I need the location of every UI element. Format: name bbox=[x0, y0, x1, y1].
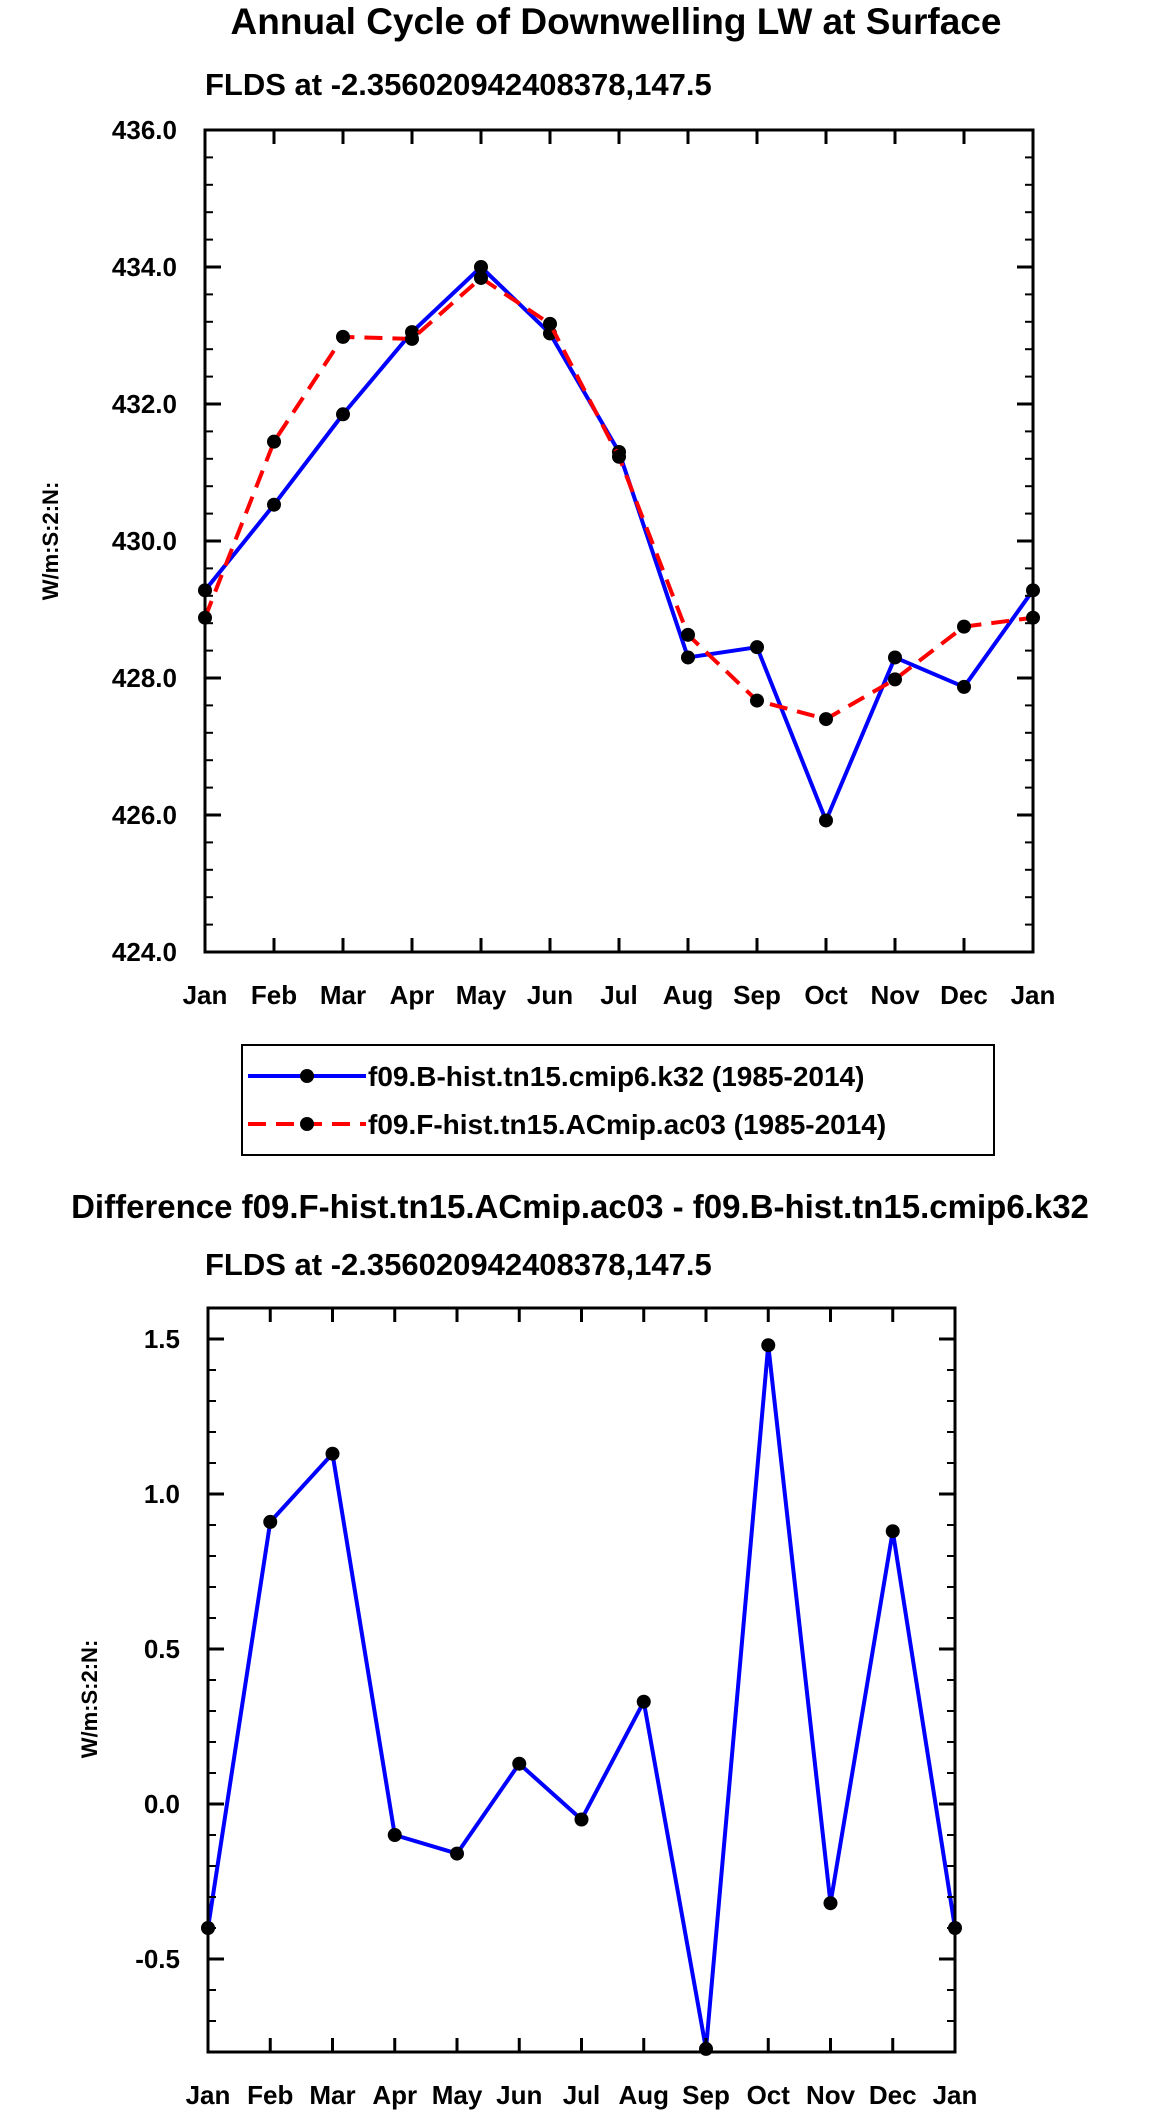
chart1-xtick-label-6: Jul bbox=[600, 980, 638, 1010]
chart2-ytick-label-2: 0.5 bbox=[144, 1634, 180, 1664]
chart1-series-1-point-4 bbox=[474, 270, 488, 285]
chart1-xtick-label-0: Jan bbox=[183, 980, 228, 1010]
chart2-xtick-label-10: Nov bbox=[806, 2080, 856, 2110]
chart1-series-1-point-2 bbox=[336, 329, 350, 344]
chart2-xtick-label-2: Mar bbox=[309, 2080, 355, 2110]
legend-marker-f-hist bbox=[300, 1117, 314, 1131]
chart1-xtick-label-8: Sep bbox=[733, 980, 781, 1010]
legend-box bbox=[241, 1044, 995, 1156]
chart2-xtick-label-1: Feb bbox=[247, 2080, 293, 2110]
chart1-series-1 bbox=[198, 270, 1040, 727]
chart1-series-0 bbox=[198, 260, 1040, 828]
chart2-frame bbox=[206, 1306, 957, 2054]
chart1-series-0-point-9 bbox=[819, 813, 833, 828]
chart1-xtick-label-3: Apr bbox=[390, 980, 435, 1010]
legend-marker-b-hist bbox=[300, 1069, 314, 1083]
chart2-series-0-point-2 bbox=[325, 1446, 340, 1461]
chart1-ytick-label-4: 432.0 bbox=[112, 389, 177, 419]
chart2-series-0 bbox=[201, 1338, 962, 2056]
chart2-ylabel: W/m:S:2:N: bbox=[77, 1640, 102, 1759]
chart1-series-1-point-3 bbox=[405, 331, 419, 346]
chart1-xtick-label-5: Jun bbox=[527, 980, 573, 1010]
chart2-title: Difference f09.F-hist.tn15.ACmip.ac03 - … bbox=[71, 1188, 1089, 1225]
chart1-series-1-line bbox=[203, 275, 1034, 722]
chart2-xtick-label-7: Aug bbox=[618, 2080, 669, 2110]
chart2-series-0-point-9 bbox=[761, 1338, 776, 1353]
chart2-series-0-point-11 bbox=[885, 1524, 900, 1539]
chart2-series-0-point-5 bbox=[512, 1756, 527, 1771]
chart1-xtick-label-12: Jan bbox=[1011, 980, 1056, 1010]
chart1-series-1-point-5 bbox=[543, 316, 557, 331]
chart2-xtick-label-9: Oct bbox=[747, 2080, 791, 2110]
chart1-ytick-label-3: 430.0 bbox=[112, 526, 177, 556]
chart1-ylabel: W/m:S:2:N: bbox=[38, 482, 63, 601]
chart2-xtick-label-3: Apr bbox=[372, 2080, 417, 2110]
chart1-xtick-label-7: Aug bbox=[663, 980, 714, 1010]
legend-label-f-hist: f09.F-hist.tn15.ACmip.ac03 (1985-2014) bbox=[368, 1109, 886, 1140]
chart1-series-1-point-8 bbox=[750, 693, 764, 708]
chart1-series-0-point-11 bbox=[957, 679, 971, 694]
chart1-ytick-label-6: 436.0 bbox=[112, 115, 177, 145]
chart1-series-0-line bbox=[203, 265, 1035, 823]
chart2-ytick-label-4: 1.5 bbox=[144, 1324, 180, 1354]
chart1-series-0-point-1 bbox=[267, 497, 281, 512]
annual-cycle-chart: Annual Cycle of Downwelling LW at Surfac… bbox=[38, 1, 1055, 1010]
chart2-ytick-label-0: -0.5 bbox=[135, 1944, 180, 1974]
chart1-series-0-point-4 bbox=[474, 260, 488, 274]
chart2-series-0-line bbox=[206, 1343, 957, 2051]
legend-entry-f-hist: f09.F-hist.tn15.ACmip.ac03 (1985-2014) bbox=[248, 1109, 886, 1140]
chart1-series-1-point-11 bbox=[957, 619, 971, 634]
chart1-series-0-point-2 bbox=[336, 407, 350, 422]
chart2-ytick-label-3: 1.0 bbox=[144, 1479, 180, 1509]
chart1-xtick-label-4: May bbox=[456, 980, 507, 1010]
chart2-series-0-point-6 bbox=[574, 1812, 589, 1827]
chart2-series-0-point-7 bbox=[636, 1694, 651, 1709]
chart1-series-1-point-1 bbox=[267, 434, 281, 449]
chart1-series-0-point-8 bbox=[750, 640, 764, 655]
legend-label-b-hist: f09.B-hist.tn15.cmip6.k32 (1985-2014) bbox=[368, 1061, 864, 1092]
chart1-series-1-point-7 bbox=[681, 627, 695, 642]
chart1-series-1-point-6 bbox=[612, 449, 626, 464]
chart1-ytick-label-2: 428.0 bbox=[112, 663, 177, 693]
chart1-title: Annual Cycle of Downwelling LW at Surfac… bbox=[231, 1, 1002, 42]
chart1-series-1-point-9 bbox=[819, 712, 833, 727]
chart1-subtitle: FLDS at -2.356020942408378,147.5 bbox=[205, 67, 712, 102]
chart1-series-1-point-10 bbox=[888, 672, 902, 687]
chart2-series-0-point-4 bbox=[450, 1846, 464, 1861]
chart2-xtick-label-8: Sep bbox=[682, 2080, 730, 2110]
chart1-series-0-point-7 bbox=[681, 650, 695, 665]
chart2-xtick-label-0: Jan bbox=[186, 2080, 231, 2110]
chart2-xtick-label-11: Dec bbox=[869, 2080, 917, 2110]
chart1-ytick-label-1: 426.0 bbox=[112, 800, 177, 830]
chart1-xtick-label-2: Mar bbox=[320, 980, 366, 1010]
chart2-series-0-point-1 bbox=[263, 1514, 278, 1529]
chart1-xtick-label-10: Nov bbox=[870, 980, 920, 1010]
chart1-ytick-label-0: 424.0 bbox=[112, 937, 177, 967]
legend: f09.B-hist.tn15.cmip6.k32 (1985-2014) f0… bbox=[241, 1044, 995, 1156]
chart2-ytick-label-1: 0.0 bbox=[144, 1789, 180, 1819]
chart2-xtick-label-5: Jun bbox=[496, 2080, 542, 2110]
chart1-xtick-label-9: Oct bbox=[804, 980, 848, 1010]
chart1-ytick-label-5: 434.0 bbox=[112, 252, 177, 282]
chart2-subtitle: FLDS at -2.356020942408378,147.5 bbox=[205, 1247, 712, 1282]
chart1-xtick-label-11: Dec bbox=[940, 980, 988, 1010]
difference-chart: Difference f09.F-hist.tn15.ACmip.ac03 - … bbox=[71, 1188, 1089, 2110]
chart2-series-0-point-3 bbox=[387, 1828, 402, 1842]
chart1-frame bbox=[203, 128, 1035, 954]
legend-entry-b-hist: f09.B-hist.tn15.cmip6.k32 (1985-2014) bbox=[248, 1061, 864, 1092]
chart2-xtick-label-6: Jul bbox=[563, 2080, 601, 2110]
chart2-xtick-label-4: May bbox=[432, 2080, 483, 2110]
chart2-xtick-label-12: Jan bbox=[933, 2080, 978, 2110]
chart2-series-0-point-10 bbox=[823, 1896, 838, 1911]
chart1-xtick-label-1: Feb bbox=[251, 980, 297, 1010]
chart1-series-0-point-10 bbox=[888, 650, 902, 665]
